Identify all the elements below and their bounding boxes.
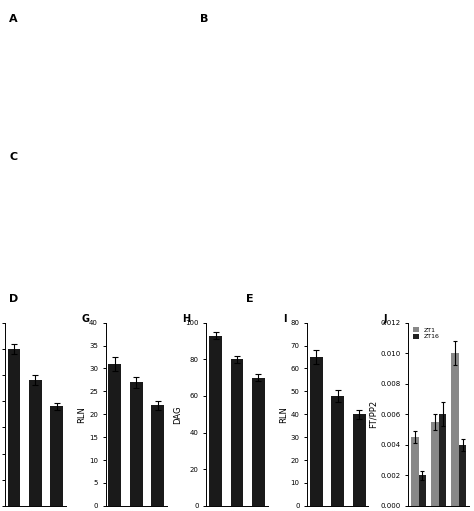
Bar xyxy=(252,378,265,506)
Bar xyxy=(8,349,20,506)
Bar xyxy=(151,405,164,506)
Text: E: E xyxy=(246,294,254,305)
Bar xyxy=(411,437,419,506)
Text: H: H xyxy=(182,314,190,323)
Bar xyxy=(353,414,365,506)
Text: C: C xyxy=(9,152,18,161)
Bar xyxy=(451,353,459,506)
Bar xyxy=(331,396,344,506)
Bar xyxy=(459,445,466,506)
Text: D: D xyxy=(9,294,18,305)
Bar xyxy=(310,357,323,506)
Y-axis label: RLN: RLN xyxy=(77,406,86,423)
Text: J: J xyxy=(383,314,387,323)
Bar xyxy=(130,382,143,506)
Text: G: G xyxy=(81,314,89,323)
Bar xyxy=(431,422,439,506)
Legend: ZT1, ZT16: ZT1, ZT16 xyxy=(411,326,441,341)
Bar xyxy=(29,380,42,506)
Y-axis label: FT/PP2: FT/PP2 xyxy=(368,400,377,428)
Text: A: A xyxy=(9,14,18,24)
Bar xyxy=(230,359,244,506)
Text: I: I xyxy=(283,314,286,323)
Y-axis label: DAG: DAG xyxy=(173,405,182,424)
Bar xyxy=(439,414,447,506)
Bar xyxy=(209,336,222,506)
Bar xyxy=(50,406,63,506)
Text: B: B xyxy=(200,14,208,24)
Y-axis label: RLN: RLN xyxy=(279,406,288,423)
Bar xyxy=(109,364,121,506)
Bar xyxy=(419,475,426,506)
